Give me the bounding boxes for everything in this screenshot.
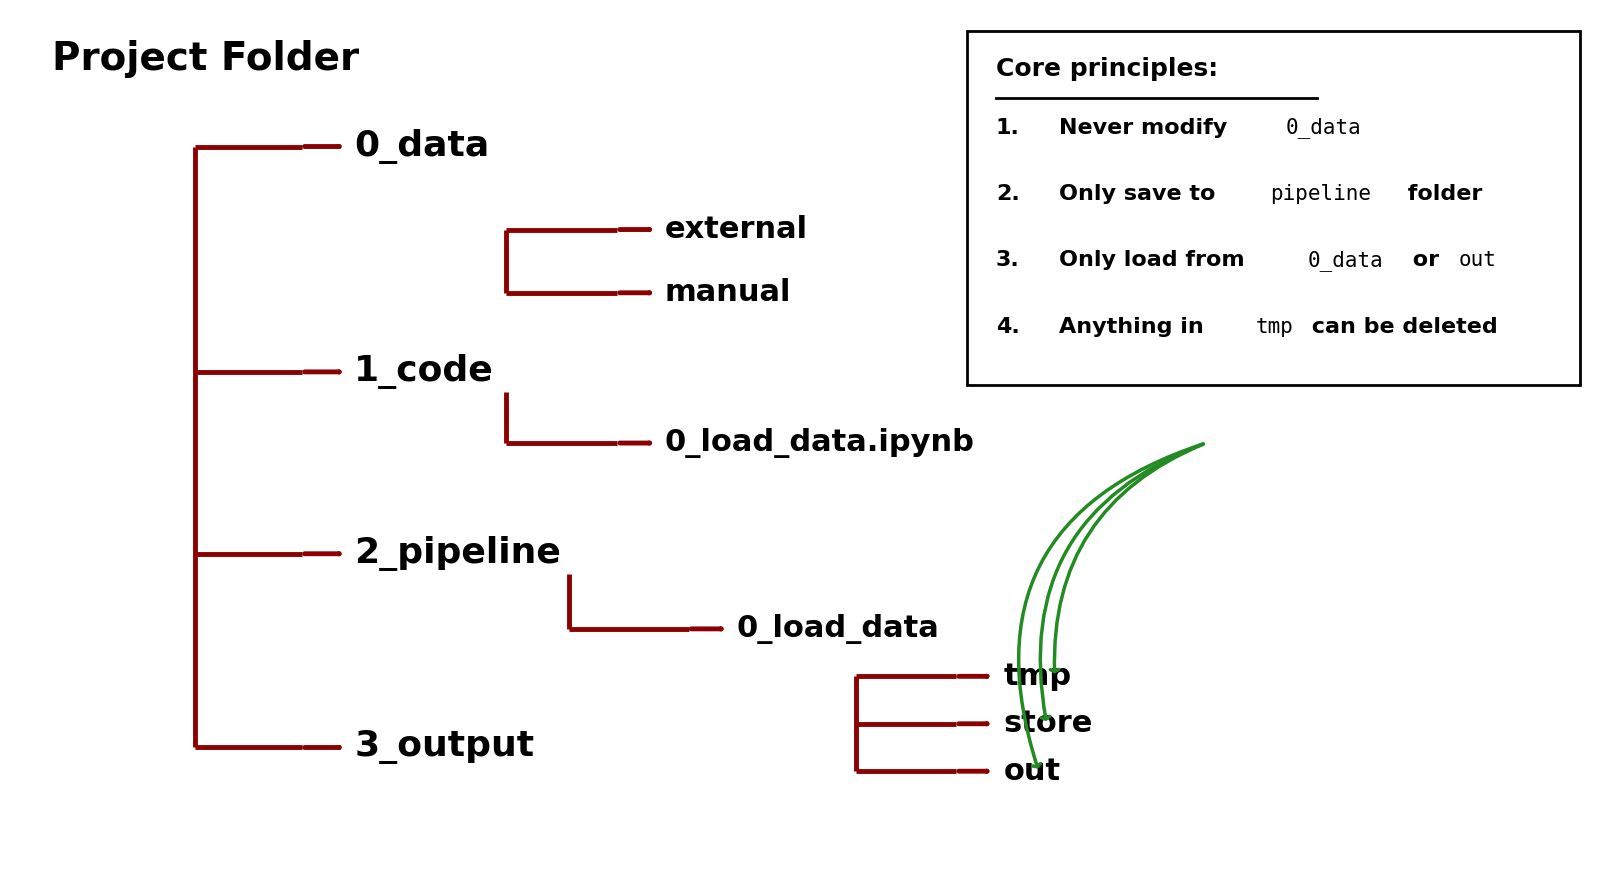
Text: pipeline: pipeline [1270, 184, 1371, 204]
Text: Never modify: Never modify [1059, 117, 1235, 138]
Text: store: store [1003, 709, 1093, 738]
Text: 0_load_data: 0_load_data [736, 614, 939, 644]
Text: manual: manual [664, 278, 792, 308]
Text: tmp: tmp [1254, 316, 1293, 337]
Text: Only save to: Only save to [1059, 184, 1224, 204]
Text: folder: folder [1400, 184, 1482, 204]
Text: 0_data: 0_data [1285, 117, 1362, 139]
Text: out: out [1003, 756, 1061, 786]
Text: 2_pipeline: 2_pipeline [354, 536, 562, 571]
Text: out: out [1459, 250, 1496, 270]
Text: Core principles:: Core principles: [995, 57, 1218, 81]
Text: tmp: tmp [1003, 662, 1072, 691]
Text: 1.: 1. [995, 117, 1019, 138]
Text: 1_code: 1_code [354, 354, 494, 390]
Text: Anything in: Anything in [1059, 316, 1211, 337]
Text: 0_data: 0_data [354, 129, 490, 164]
Text: 2.: 2. [995, 184, 1019, 204]
Text: can be deleted: can be deleted [1304, 316, 1498, 337]
Text: or: or [1405, 250, 1446, 270]
FancyBboxPatch shape [966, 30, 1579, 385]
Text: 0_data: 0_data [1307, 250, 1384, 271]
Text: 3.: 3. [995, 250, 1019, 270]
Text: 3_output: 3_output [354, 730, 534, 764]
Text: Only load from: Only load from [1059, 250, 1253, 270]
Text: external: external [664, 215, 808, 244]
Text: 0_load_data.ipynb: 0_load_data.ipynb [664, 428, 974, 458]
Text: Project Folder: Project Folder [51, 39, 358, 78]
Text: 4.: 4. [995, 316, 1019, 337]
